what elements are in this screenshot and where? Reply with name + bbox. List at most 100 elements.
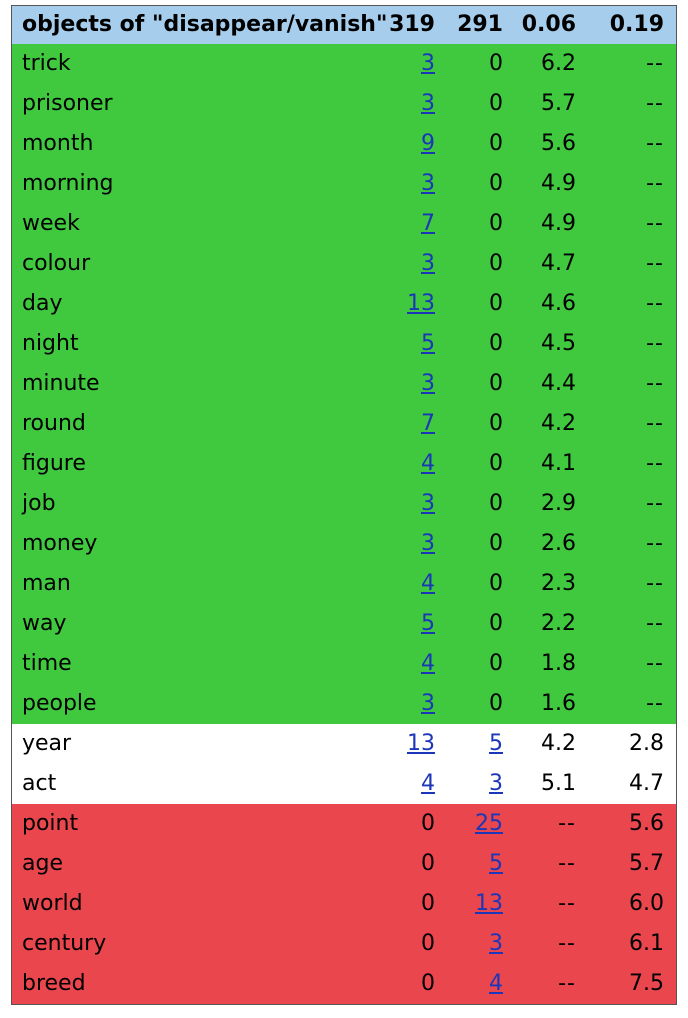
score-1-cell: 2.9 <box>513 484 586 524</box>
freq-1-cell: 0 <box>363 964 445 1004</box>
freq-1-link[interactable]: 7 <box>421 411 435 436</box>
freq-1-link[interactable]: 3 <box>421 91 435 116</box>
freq-2-cell: 0 <box>445 124 513 164</box>
freq-1-cell: 3 <box>363 484 445 524</box>
freq-1-link[interactable]: 4 <box>421 571 435 596</box>
freq-1-cell: 3 <box>363 164 445 204</box>
table-row: man 4 0 2.3 -- <box>12 564 676 604</box>
score-1-cell: 1.8 <box>513 644 586 684</box>
freq-1-link[interactable]: 3 <box>421 51 435 76</box>
collocate-word: trick <box>12 44 363 84</box>
freq-1-link[interactable]: 4 <box>421 771 435 796</box>
freq-2-cell: 0 <box>445 644 513 684</box>
freq-2-link[interactable]: 13 <box>475 891 503 916</box>
freq-2-cell: 0 <box>445 204 513 244</box>
freq-1-link[interactable]: 3 <box>421 691 435 716</box>
score-1-cell: 2.6 <box>513 524 586 564</box>
freq-2-cell: 5 <box>445 724 513 764</box>
score-1-cell: -- <box>513 924 586 964</box>
freq-2-cell: 0 <box>445 684 513 724</box>
table-row: year 13 5 4.2 2.8 <box>12 724 676 764</box>
table-body: trick 3 0 6.2 -- prisoner 3 0 5.7 -- month 9 0 5.6 -- m… <box>12 44 676 1004</box>
table-row: money 3 0 2.6 -- <box>12 524 676 564</box>
freq-2-cell: 0 <box>445 604 513 644</box>
score-1-cell: -- <box>513 884 586 924</box>
freq-2-link[interactable]: 3 <box>489 931 503 956</box>
freq-2-link[interactable]: 3 <box>489 771 503 796</box>
table-row: world 0 13 -- 6.0 <box>12 884 676 924</box>
freq-1-cell: 3 <box>363 364 445 404</box>
score-2-cell: -- <box>586 364 676 404</box>
score-1-cell: 4.1 <box>513 444 586 484</box>
score-2-cell: -- <box>586 564 676 604</box>
score-1-cell: 4.9 <box>513 164 586 204</box>
freq-2-cell: 0 <box>445 564 513 604</box>
collocate-word: world <box>12 884 363 924</box>
score-1-cell: -- <box>513 844 586 884</box>
score-1-cell: 4.7 <box>513 244 586 284</box>
freq-2-cell: 0 <box>445 404 513 444</box>
score-2-cell: -- <box>586 164 676 204</box>
freq-1-link[interactable]: 3 <box>421 371 435 396</box>
freq-2-cell: 3 <box>445 764 513 804</box>
table-row: time 4 0 1.8 -- <box>12 644 676 684</box>
freq-2-link[interactable]: 4 <box>489 971 503 996</box>
freq-2-cell: 4 <box>445 964 513 1004</box>
freq-2-link[interactable]: 5 <box>489 731 503 756</box>
freq-1-link[interactable]: 9 <box>421 131 435 156</box>
score-2-cell: -- <box>586 244 676 284</box>
table-row: way 5 0 2.2 -- <box>12 604 676 644</box>
score-2-cell: -- <box>586 204 676 244</box>
freq-1-link[interactable]: 4 <box>421 451 435 476</box>
freq-2-cell: 0 <box>445 284 513 324</box>
score-1-cell: -- <box>513 964 586 1004</box>
score-1-cell: -- <box>513 804 586 844</box>
freq-1-cell: 13 <box>363 724 445 764</box>
freq-1-cell: 5 <box>363 604 445 644</box>
score-1-cell: 4.9 <box>513 204 586 244</box>
freq-1-link[interactable]: 4 <box>421 651 435 676</box>
freq-1-link[interactable]: 3 <box>421 251 435 276</box>
freq-1-link[interactable]: 5 <box>421 331 435 356</box>
freq-1-link[interactable]: 3 <box>421 171 435 196</box>
freq-2-cell: 13 <box>445 884 513 924</box>
score-2-cell: 7.5 <box>586 964 676 1004</box>
collocate-word: age <box>12 844 363 884</box>
freq-1-cell: 0 <box>363 804 445 844</box>
freq-1-link[interactable]: 3 <box>421 491 435 516</box>
score-1-cell: 2.3 <box>513 564 586 604</box>
score-1-cell: 2.2 <box>513 604 586 644</box>
score-2-cell: -- <box>586 524 676 564</box>
freq-1-cell: 4 <box>363 444 445 484</box>
freq-2-link[interactable]: 25 <box>475 811 503 836</box>
table-row: day 13 0 4.6 -- <box>12 284 676 324</box>
collocate-word: breed <box>12 964 363 1004</box>
collocate-word: job <box>12 484 363 524</box>
collocate-word: morning <box>12 164 363 204</box>
table-row: point 0 25 -- 5.6 <box>12 804 676 844</box>
score-1-cell: 4.4 <box>513 364 586 404</box>
collocate-word: week <box>12 204 363 244</box>
table-row: round 7 0 4.2 -- <box>12 404 676 444</box>
collocate-word: century <box>12 924 363 964</box>
collocate-word: people <box>12 684 363 724</box>
header-relation-label: objects of "disappear/vanish" <box>12 6 387 44</box>
score-1-cell: 5.6 <box>513 124 586 164</box>
score-1-cell: 6.2 <box>513 44 586 84</box>
freq-1-link[interactable]: 13 <box>407 731 435 756</box>
collocate-word: act <box>12 764 363 804</box>
freq-2-cell: 25 <box>445 804 513 844</box>
freq-1-link[interactable]: 13 <box>407 291 435 316</box>
freq-1-cell: 5 <box>363 324 445 364</box>
table-row: trick 3 0 6.2 -- <box>12 44 676 84</box>
sketch-diff-table: objects of "disappear/vanish" 319 291 0.… <box>11 5 677 1005</box>
score-2-cell: 6.0 <box>586 884 676 924</box>
collocate-word: man <box>12 564 363 604</box>
collocate-word: way <box>12 604 363 644</box>
freq-1-link[interactable]: 7 <box>421 211 435 236</box>
freq-1-link[interactable]: 3 <box>421 531 435 556</box>
freq-2-cell: 5 <box>445 844 513 884</box>
freq-1-link[interactable]: 5 <box>421 611 435 636</box>
score-2-cell: -- <box>586 404 676 444</box>
freq-2-link[interactable]: 5 <box>489 851 503 876</box>
